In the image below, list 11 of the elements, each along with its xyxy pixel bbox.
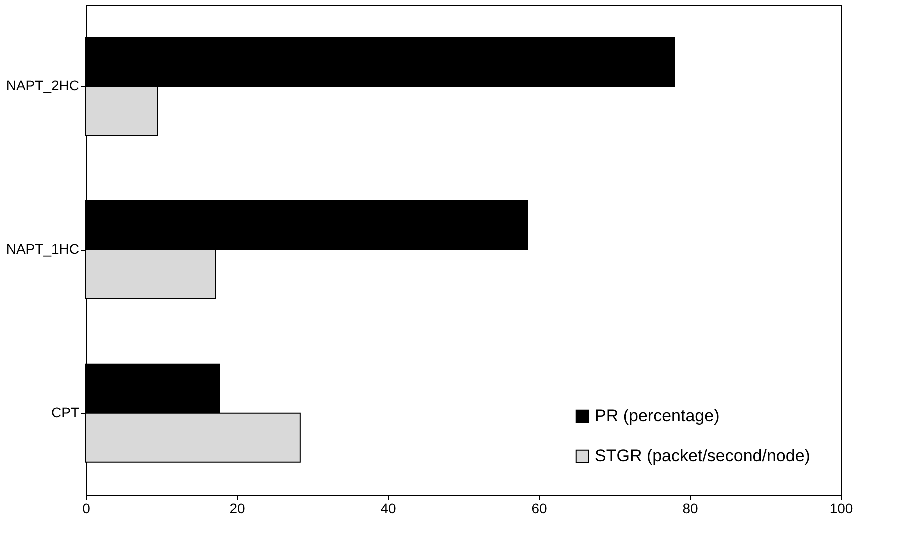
x-tick-label: 100 [830, 500, 854, 516]
x-tick-label: 20 [230, 500, 246, 516]
legend-label: STGR (packet/second/node) [595, 446, 810, 466]
legend-label: PR (percentage) [595, 406, 720, 426]
y-tick-label: NAPT_2HC [6, 78, 80, 94]
x-tick-label: 40 [380, 500, 396, 516]
y-tick-label: CPT [52, 404, 80, 420]
x-tick-label: 60 [532, 500, 548, 516]
x-tick-label: 80 [682, 500, 698, 516]
x-tick-label: 0 [82, 500, 91, 516]
y-tick-label: NAPT_1HC [6, 241, 80, 257]
